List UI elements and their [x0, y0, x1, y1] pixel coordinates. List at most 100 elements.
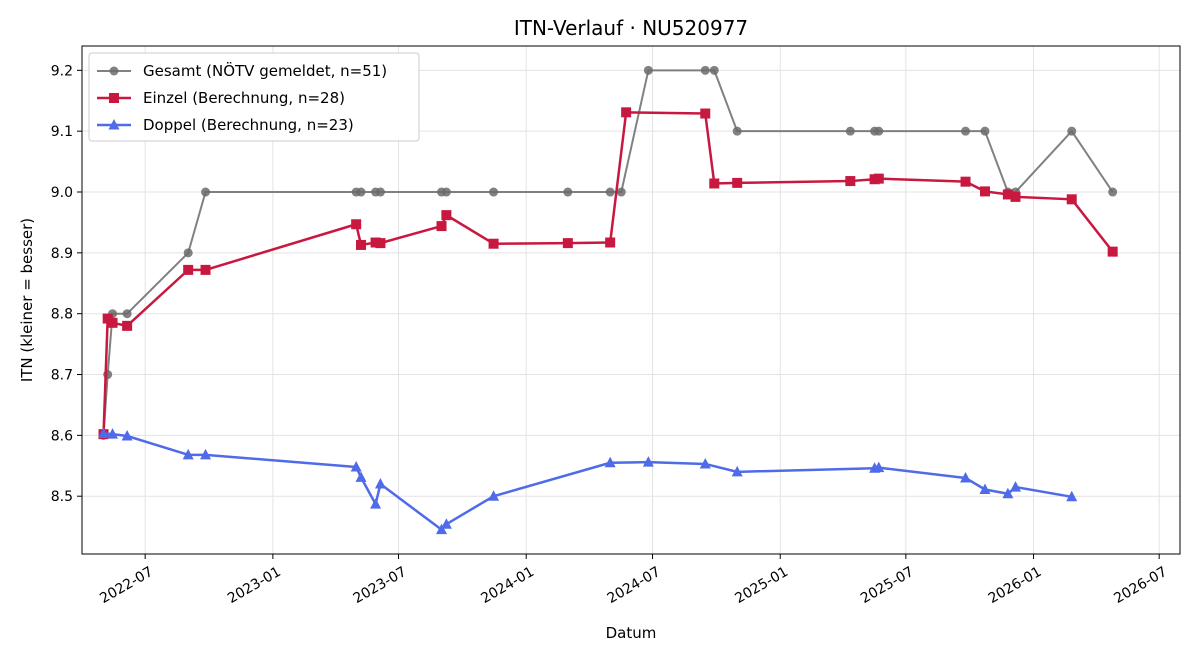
data-point [488, 490, 500, 501]
data-point [200, 264, 211, 275]
x-tick-label: 2025-01 [732, 564, 791, 607]
legend-label: Doppel (Berechnung, n=23) [143, 116, 354, 134]
data-point [961, 126, 971, 136]
data-point [605, 237, 616, 248]
data-point [960, 176, 971, 187]
data-point [200, 448, 212, 460]
data-point [1002, 487, 1014, 499]
data-point [182, 448, 194, 460]
data-point [699, 457, 711, 469]
data-point [436, 523, 448, 535]
legend-label: Einzel (Berechnung, n=28) [143, 89, 345, 107]
data-point [873, 461, 885, 473]
plot-frame [81, 45, 1181, 555]
y-tick-label: 8.5 [51, 489, 73, 505]
data-point [960, 471, 972, 483]
data-point [375, 187, 385, 197]
data-point [436, 221, 447, 232]
data-point [616, 187, 626, 197]
legend-marker [109, 93, 119, 103]
x-tick-label: 2024-07 [605, 564, 664, 607]
x-tick-label: 2024-01 [478, 564, 537, 607]
x-axis-ticks: 2022-07 2023-01 2023-07 2024-01 2024-07 2025-… [97, 554, 1170, 607]
data-point [489, 187, 499, 197]
data-point [1010, 481, 1022, 492]
data-point [979, 186, 990, 197]
data-point [1107, 246, 1118, 257]
data-point [621, 107, 632, 118]
legend-marker [109, 66, 119, 76]
x-tick-label: 2023-07 [351, 564, 410, 607]
data-point [873, 173, 884, 184]
data-point [1010, 191, 1021, 202]
data-point [356, 239, 367, 250]
data-point [441, 187, 451, 197]
data-point [563, 187, 573, 197]
data-point [1066, 194, 1077, 205]
data-point [605, 187, 615, 197]
x-tick-label: 2023-01 [225, 564, 284, 607]
y-tick-label: 8.7 [51, 368, 73, 384]
data-point [107, 428, 119, 439]
x-tick-label: 2026-01 [986, 564, 1045, 607]
y-axis-label: ITN (kleiner = besser) [18, 218, 36, 382]
series-line [102, 111, 1114, 435]
data-point [183, 248, 193, 258]
data-point [732, 177, 743, 188]
data-point [370, 498, 382, 509]
data-point [441, 210, 452, 221]
data-point [643, 65, 653, 75]
series-layer [98, 65, 1118, 535]
y-tick-label: 9.0 [51, 185, 73, 201]
data-point [845, 176, 856, 187]
data-point [121, 429, 133, 441]
data-point [374, 478, 386, 489]
data-point [562, 238, 573, 249]
x-tick-label: 2026-07 [1111, 564, 1170, 607]
series-triangle [98, 427, 1078, 535]
legend-marker [108, 119, 120, 130]
legend-box [88, 52, 420, 142]
data-point [979, 483, 991, 495]
data-point [122, 320, 133, 331]
series-line [103, 432, 1072, 531]
data-point [356, 187, 366, 197]
y-tick-label: 8.9 [51, 246, 73, 262]
y-tick-label: 8.8 [51, 307, 73, 323]
data-point [604, 456, 616, 468]
x-tick-label: 2022-07 [97, 564, 156, 607]
data-point [440, 518, 452, 529]
data-point [350, 461, 362, 472]
data-point [700, 108, 711, 119]
data-point [1066, 490, 1078, 502]
y-tick-label: 9.1 [51, 124, 73, 140]
data-point [731, 465, 743, 477]
data-point [1002, 189, 1013, 200]
data-point [980, 126, 990, 136]
data-point [107, 317, 118, 328]
data-point [122, 309, 132, 319]
data-point [1067, 126, 1077, 136]
legend-label: Gesamt (NÖTV gemeldet, n=51) [143, 61, 387, 80]
data-point [183, 264, 194, 275]
data-point [642, 456, 654, 467]
data-point [355, 471, 367, 482]
data-point [201, 187, 211, 197]
data-point [874, 126, 884, 136]
data-point [709, 178, 720, 189]
y-tick-label: 8.6 [51, 428, 73, 444]
data-point [845, 126, 855, 136]
series-square [98, 107, 1118, 440]
data-point [700, 65, 710, 75]
y-axis-ticks: 8.5 8.6 8.7 8.8 8.9 9.0 9.1 9.2 [51, 63, 82, 505]
data-point [375, 238, 386, 249]
data-point [351, 219, 362, 230]
data-point [1108, 187, 1118, 197]
x-axis-label: Datum [606, 624, 657, 642]
data-point [732, 126, 742, 136]
chart-title: ITN-Verlauf · NU520977 [514, 16, 748, 40]
data-point [709, 65, 719, 75]
data-point [488, 238, 499, 249]
y-tick-label: 9.2 [51, 63, 73, 79]
